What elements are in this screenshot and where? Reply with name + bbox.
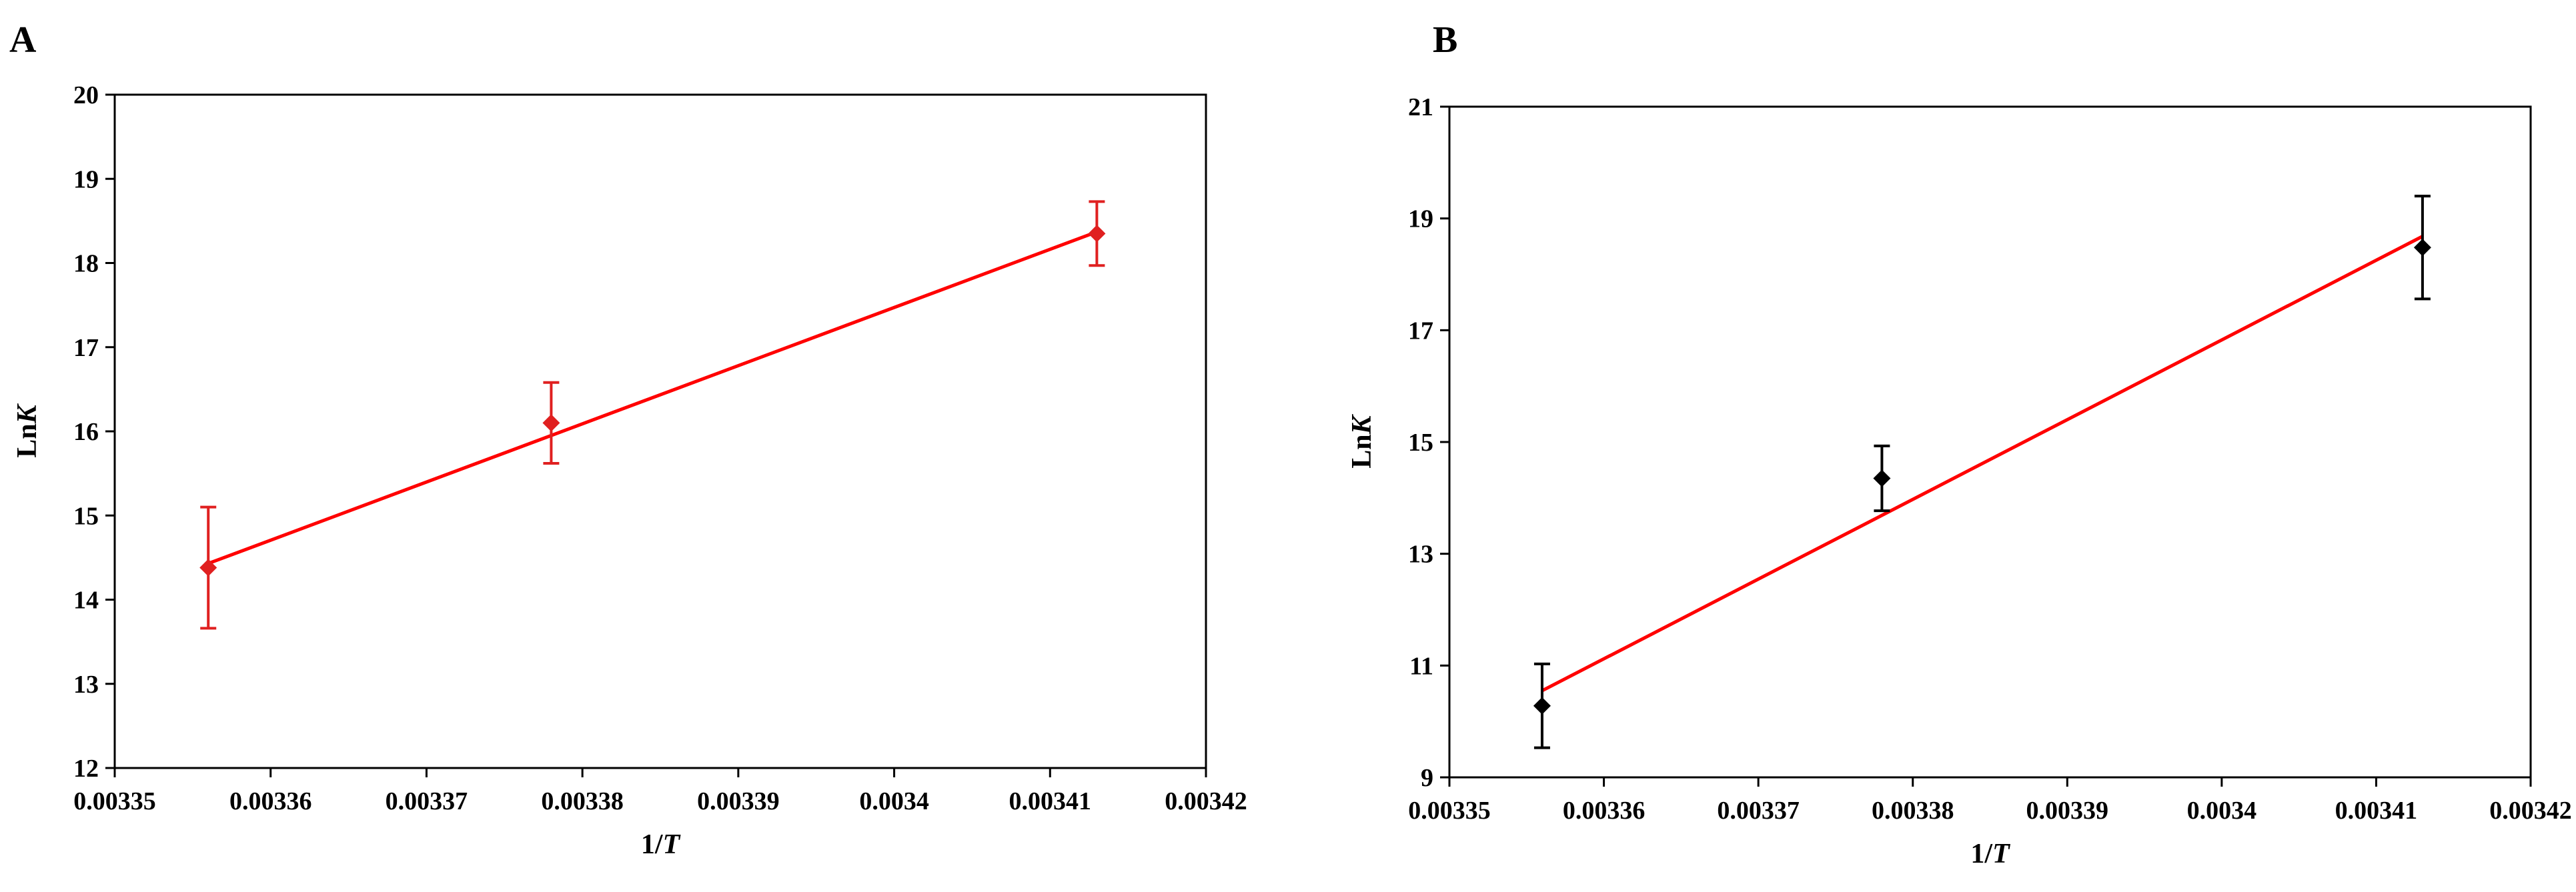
y-tick-label: 15 [73, 502, 99, 530]
x-tick-label: 0.00337 [386, 787, 468, 815]
panel-label: B [1433, 19, 1457, 61]
x-tick-label: 0.00339 [2026, 797, 2109, 825]
y-tick-label: 21 [1408, 93, 1433, 121]
y-axis-title: LnK [1347, 413, 1377, 468]
x-tick-label: 0.0034 [859, 787, 929, 815]
x-tick-label: 0.00342 [1165, 787, 1247, 815]
data-point [1088, 225, 1106, 243]
x-axis-title-main: 1/ [641, 829, 664, 860]
data-point [542, 414, 560, 432]
y-tick-label: 20 [73, 81, 99, 109]
y-axis-title-main: Ln [1347, 434, 1377, 468]
chart-b-svg: B 9 11 13 15 17 19 21 0.00335 0.00336 0.00337 0.003… [1347, 19, 2572, 869]
y-axis-title-italic: K [1347, 413, 1377, 435]
x-tick-label: 0.00341 [2335, 797, 2418, 825]
x-axis-title: 1/T [641, 829, 682, 860]
x-tick-label: 0.00336 [1563, 797, 1646, 825]
x-tick-label: 0.00336 [229, 787, 312, 815]
x-tick-label: 0.00342 [2489, 797, 2572, 825]
fit-line [207, 230, 1098, 565]
chart-panel-a: A 12 13 14 15 16 17 18 19 20 0.00335 0.00336 0.00337… [9, 19, 1247, 860]
y-tick-label: 17 [1408, 317, 1433, 345]
x-axis-title: 1/T [1970, 839, 2011, 869]
fit-line [1541, 235, 2424, 693]
y-axis-title-main: Ln [12, 423, 43, 457]
plot-frame [113, 93, 1207, 769]
x-tick-label: 0.00339 [697, 787, 780, 815]
y-tick-label: 13 [1408, 541, 1433, 569]
y-tick-label: 11 [1409, 652, 1433, 680]
x-tick-label: 0.00335 [73, 787, 156, 815]
x-axis-title-italic: T [1992, 839, 2011, 869]
chart-panel-b: B 9 11 13 15 17 19 21 0.00335 0.00336 0.00337 0.003… [1288, 0, 2576, 892]
x-tick-label: 0.00341 [1009, 787, 1092, 815]
y-tick-label: 14 [73, 587, 99, 615]
y-tick-label: 12 [73, 755, 99, 783]
y-tick-label: 13 [73, 671, 99, 699]
x-tick-label: 0.00337 [1717, 797, 1800, 825]
panel-label: A [9, 19, 37, 61]
data-point [1533, 697, 1551, 715]
y-tick-label: 17 [73, 334, 99, 362]
x-axis-title-italic: T [663, 829, 682, 860]
y-tick-label: 9 [1421, 764, 1433, 792]
y-tick-label: 15 [1408, 429, 1433, 457]
y-axis-title: LnK [12, 403, 43, 457]
data-point [199, 559, 217, 577]
data-point [1873, 469, 1891, 487]
x-tick-label: 0.0034 [2187, 797, 2257, 825]
x-axis-title-main: 1/ [1970, 839, 1993, 869]
y-axis-title-italic: K [12, 403, 43, 424]
y-tick-label: 19 [73, 165, 99, 193]
x-tick-label: 0.00338 [541, 787, 624, 815]
y-tick-label: 16 [73, 418, 99, 446]
x-tick-label: 0.00338 [1872, 797, 1954, 825]
data-point [2413, 239, 2431, 257]
chart-a-svg: A 12 13 14 15 16 17 18 19 20 0.00335 0.00336 0.00337… [9, 19, 1247, 860]
x-tick-label: 0.00335 [1408, 797, 1491, 825]
y-tick-label: 19 [1408, 205, 1433, 233]
y-tick-label: 18 [73, 250, 99, 278]
plot-frame [1448, 105, 2532, 779]
